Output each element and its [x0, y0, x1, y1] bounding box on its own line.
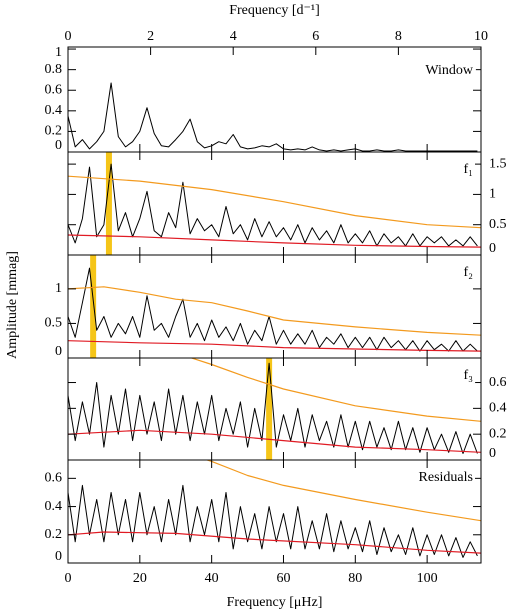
x2-tick-label: 2: [147, 29, 154, 44]
spectrum: [68, 267, 478, 352]
y-tick-label: 0.6: [45, 471, 63, 486]
y-tick-label: 0.4: [489, 401, 507, 416]
x-tick-label: 40: [205, 571, 219, 586]
panel-frame: [67, 357, 482, 461]
spectrum: [68, 484, 478, 558]
label-background: [423, 63, 476, 79]
y-tick-label: 0.6: [489, 375, 507, 390]
x-tick-label: 60: [276, 571, 290, 586]
x-tick-label: 0: [65, 571, 72, 586]
label-background: [461, 368, 476, 384]
x-axis-title: Frequency [μHz]: [227, 595, 323, 610]
x-tick-label: 100: [417, 571, 438, 586]
highlight-band: [90, 255, 97, 358]
spectrum: [68, 82, 478, 152]
y-tick-label: 0.2: [45, 527, 63, 542]
plot-area: [68, 255, 481, 358]
y-tick-label: 1.5: [489, 156, 507, 171]
x2-tick-label: 8: [395, 29, 402, 44]
panel-frame: [67, 151, 482, 256]
panel-label: f₂: [463, 265, 473, 280]
level-line: [68, 234, 481, 248]
level-line: [205, 460, 481, 522]
label-background: [416, 470, 475, 486]
plot-area: [68, 82, 478, 152]
x2-axis-title: Frequency [d⁻¹]: [229, 3, 320, 18]
panel-label: f₃: [463, 368, 473, 383]
y-tick-label: 0.8: [45, 62, 63, 77]
highlight-band: [105, 152, 112, 255]
x2-tick-label: 0: [65, 29, 72, 44]
level-line: [68, 531, 481, 554]
y-tick-label: 0: [489, 241, 496, 256]
y-tick-label: 0: [55, 549, 62, 564]
level-line: [68, 175, 481, 229]
level-line: [68, 286, 481, 336]
label-background: [461, 162, 475, 178]
y-tick-label: 0: [55, 138, 62, 153]
y-tick-label: 0: [489, 446, 496, 461]
level-line: [68, 429, 481, 453]
x2-tick-label: 10: [474, 29, 488, 44]
y-tick-label: 0.4: [45, 103, 63, 118]
plot-area: [68, 460, 481, 558]
x-tick-label: 80: [348, 571, 362, 586]
spectrum: [68, 362, 478, 454]
x2-tick-label: 6: [312, 29, 319, 44]
y-tick-label: 0: [55, 344, 62, 359]
panel-label: Residuals: [419, 470, 473, 485]
y-tick-label: 0.2: [489, 426, 507, 441]
panel-label: Window: [425, 63, 474, 78]
y-tick-label: 1: [55, 281, 62, 296]
y-tick-label: 0.5: [45, 316, 63, 331]
x-tick-label: 20: [133, 571, 147, 586]
x2-tick-label: 4: [230, 29, 237, 44]
plot-area: [68, 152, 481, 255]
label-background: [461, 265, 476, 281]
y-tick-label: 1: [489, 187, 496, 202]
plot-area: [68, 358, 481, 460]
panel-frame: [67, 46, 482, 153]
level-line: [189, 358, 481, 422]
y-tick-label: 0.6: [45, 82, 63, 97]
panel-frame: [67, 459, 482, 564]
y-tick-label: 0.4: [45, 499, 63, 514]
y-tick-label: 1: [55, 45, 62, 60]
y-axis-title: Amplitude [mmag]: [5, 251, 20, 359]
y-tick-label: 0.2: [45, 124, 63, 139]
spectrum: [68, 163, 478, 247]
highlight-band: [266, 358, 273, 460]
panel-label: f₁: [463, 162, 473, 177]
y-tick-label: 0.5: [489, 217, 507, 232]
